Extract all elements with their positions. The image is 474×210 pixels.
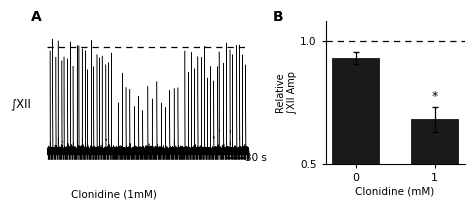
- Text: A: A: [31, 10, 42, 24]
- Text: Clonidine (1mM): Clonidine (1mM): [71, 189, 157, 200]
- Bar: [332, 58, 379, 210]
- Y-axis label: Relative
∫XII Amp: Relative ∫XII Amp: [275, 71, 297, 114]
- Text: ∫XII: ∫XII: [10, 97, 31, 110]
- X-axis label: Clonidine (mM): Clonidine (mM): [356, 187, 435, 197]
- Text: B: B: [273, 10, 283, 24]
- Bar: [411, 119, 458, 210]
- Text: *: *: [431, 90, 438, 103]
- Text: 30 s: 30 s: [245, 153, 266, 163]
